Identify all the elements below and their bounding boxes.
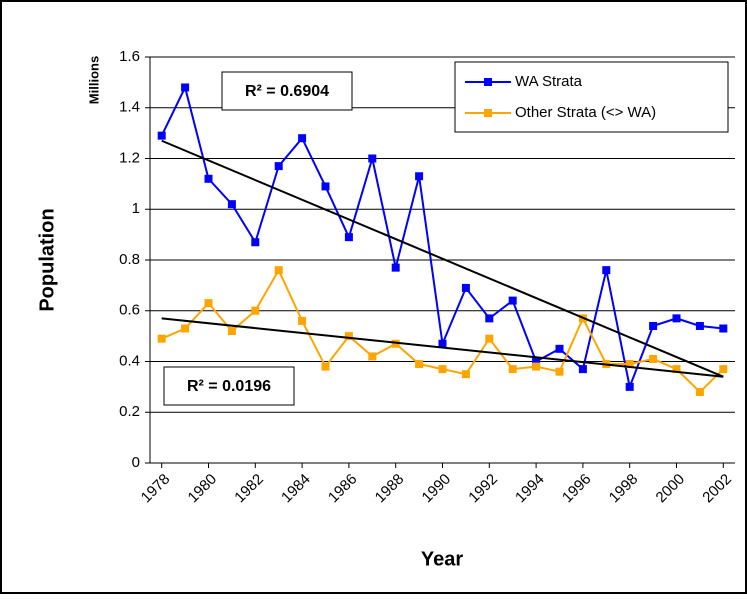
- legend-label: WA Strata: [515, 73, 583, 90]
- legend-marker: [484, 78, 492, 86]
- marker: [274, 162, 283, 171]
- marker: [508, 365, 517, 374]
- trendline: [161, 139, 724, 378]
- marker: [298, 316, 307, 325]
- marker: [625, 382, 634, 391]
- y-tick-label: 0.4: [119, 352, 140, 369]
- marker: [321, 182, 330, 191]
- trend-annotation: R² = 0.0196: [187, 378, 271, 395]
- trendline: [161, 317, 724, 378]
- marker: [251, 238, 260, 247]
- marker: [391, 339, 400, 348]
- marker: [227, 200, 236, 209]
- marker: [602, 266, 611, 275]
- marker: [695, 387, 704, 396]
- marker: [157, 334, 166, 343]
- annotation-box: [221, 71, 353, 111]
- y-tick-label: 0.6: [119, 302, 140, 319]
- trend-annotation: R² = 0.6904: [245, 83, 329, 100]
- marker: [251, 306, 260, 315]
- marker: [181, 83, 190, 92]
- marker: [274, 266, 283, 275]
- y-tick-label: 0.8: [119, 251, 140, 268]
- marker: [415, 172, 424, 181]
- marker: [625, 360, 634, 369]
- marker: [532, 362, 541, 371]
- marker: [532, 357, 541, 366]
- marker: [672, 365, 681, 374]
- legend-box: [454, 61, 729, 133]
- y-axis-title: Population: [36, 208, 58, 311]
- marker: [485, 334, 494, 343]
- annotation-box: [163, 366, 295, 406]
- marker: [391, 263, 400, 272]
- marker: [204, 299, 213, 308]
- x-axis-title: Year: [421, 548, 463, 570]
- marker: [649, 354, 658, 363]
- marker: [461, 370, 470, 379]
- y-tick-label: 0.2: [119, 403, 140, 420]
- marker: [181, 324, 190, 333]
- marker: [204, 174, 213, 183]
- marker: [368, 352, 377, 361]
- marker: [157, 131, 166, 140]
- marker: [555, 344, 564, 353]
- marker: [508, 296, 517, 305]
- marker: [672, 314, 681, 323]
- y-tick-label: 1.6: [119, 48, 140, 65]
- marker: [438, 339, 447, 348]
- legend-marker: [484, 109, 492, 117]
- marker: [485, 314, 494, 323]
- marker: [719, 324, 728, 333]
- y-unit-label: Millions: [86, 56, 101, 104]
- marker: [344, 233, 353, 242]
- marker: [368, 154, 377, 163]
- marker: [649, 321, 658, 330]
- marker: [555, 367, 564, 376]
- y-tick-label: 1: [132, 200, 140, 217]
- marker: [438, 365, 447, 374]
- y-tick-label: 1.4: [119, 99, 140, 116]
- y-tick-label: 1.2: [119, 149, 140, 166]
- marker: [719, 365, 728, 374]
- marker: [298, 134, 307, 143]
- marker: [321, 362, 330, 371]
- marker: [344, 332, 353, 341]
- marker: [461, 283, 470, 292]
- legend-label: Other Strata (<> WA): [515, 104, 656, 121]
- marker: [578, 365, 587, 374]
- marker: [415, 360, 424, 369]
- marker: [227, 327, 236, 336]
- marker: [695, 321, 704, 330]
- y-tick-label: 0: [132, 454, 140, 471]
